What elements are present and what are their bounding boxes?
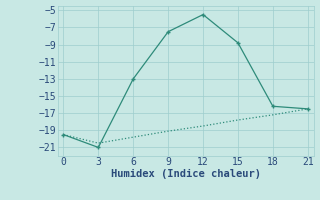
X-axis label: Humidex (Indice chaleur): Humidex (Indice chaleur): [111, 169, 260, 179]
